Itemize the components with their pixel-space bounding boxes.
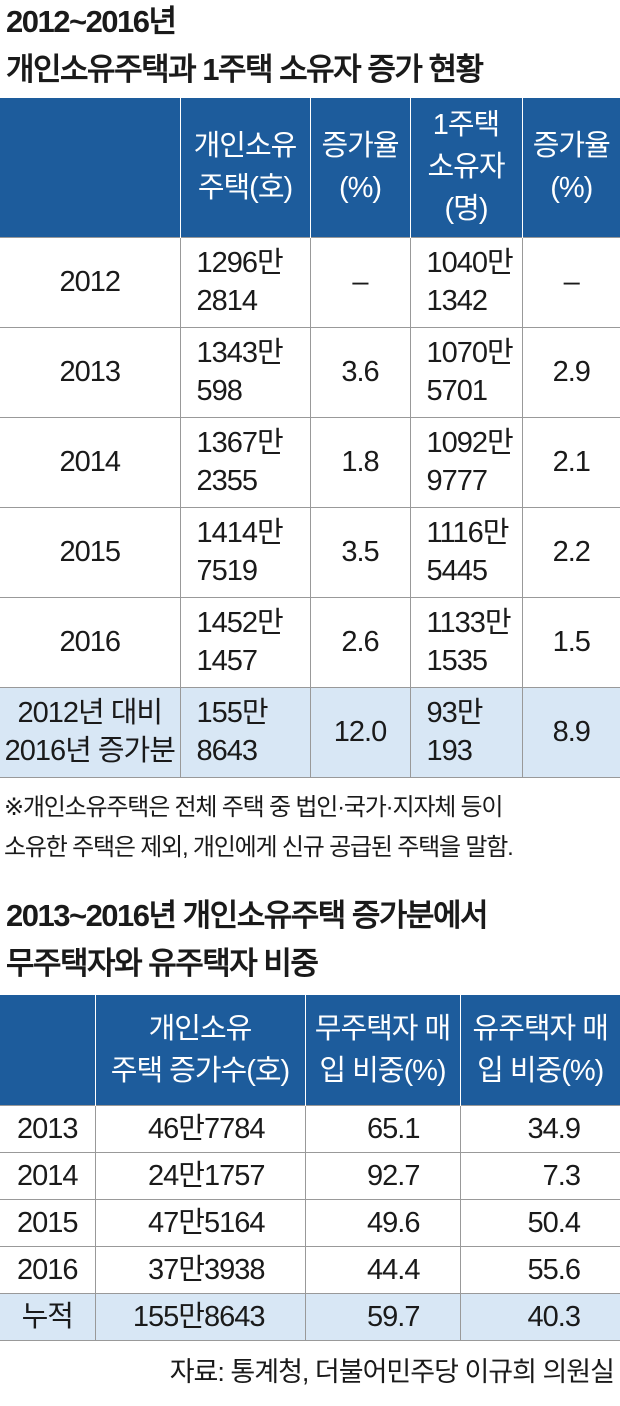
header-cell: 개인소유 주택 증가수(호): [94, 995, 305, 1105]
cell: 59.7: [304, 1292, 460, 1340]
cell: 49.6: [304, 1198, 460, 1246]
source: 자료: 통계청, 더불어민주당 이규희 의원실: [169, 1357, 615, 1387]
cell: 2.1: [521, 416, 620, 507]
header-cell: 증가율 (%): [521, 98, 620, 237]
header-cell: [0, 98, 180, 237]
cell: 1452만 1457: [179, 596, 310, 687]
cell: 55.6: [459, 1245, 620, 1293]
row: 2016 1452만 1457 2.6 1133만 1535 1.5: [0, 596, 620, 687]
cell: 34.9: [459, 1104, 620, 1152]
row: 2015 47만5164 49.6 50.4: [0, 1198, 620, 1246]
cell: 누적: [0, 1292, 95, 1340]
row: 2014 24만1757 92.7 7.3: [0, 1151, 620, 1199]
cell: 50.4: [459, 1198, 620, 1246]
row: 2013 46만7784 65.1 34.9: [0, 1104, 620, 1152]
cell: 2.6: [309, 596, 410, 687]
row: 2015 1414만 7519 3.5 1116만 5445 2.2: [0, 506, 620, 597]
title: 2013~2016년 개인소유주택 증가분에서 무주택자와 유주택자 비중: [6, 898, 489, 981]
cell: 2015: [0, 1198, 95, 1246]
cell: 155만8643: [94, 1292, 305, 1340]
cell: –: [309, 236, 410, 327]
header-cell: 증가율 (%): [309, 98, 410, 237]
cell: 1116만 5445: [409, 506, 522, 597]
table: 개인소유 주택 증가수(호) 무주택자 매 입 비중(%) 유주택자 매 입 비중(…: [0, 995, 620, 1341]
header-cell: [0, 995, 95, 1105]
cell: 2013: [0, 1104, 95, 1152]
cell: 44.4: [304, 1245, 460, 1293]
row: 2012년 대비 2016년 증가분 155만 8643 12.0 93만 193 8.…: [0, 686, 620, 777]
cell: 1.8: [309, 416, 410, 507]
cell: 2016: [0, 596, 180, 687]
header-cell: 유주택자 매 입 비중(%): [459, 995, 620, 1105]
cell: 46만7784: [94, 1104, 305, 1152]
row: 2013 1343만 598 3.6 1070만 5701 2.9: [0, 326, 620, 417]
row: 2012 1296만 2814–1040만 1342–: [0, 236, 620, 327]
cell: 155만 8643: [179, 686, 310, 777]
cell: 1092만 9777: [409, 416, 522, 507]
row: 누적 155만8643 59.7 40.3: [0, 1292, 620, 1340]
cell: 2.9: [521, 326, 620, 417]
cell: 3.6: [309, 326, 410, 417]
cell: 24만1757: [94, 1151, 305, 1199]
cell: 7.3: [459, 1151, 620, 1199]
cell: 1070만 5701: [409, 326, 522, 417]
row: 2014 1367만 2355 1.8 1092만 9777 2.1: [0, 416, 620, 507]
header-row: 개인소유 주택 증가수(호) 무주택자 매 입 비중(%) 유주택자 매 입 비중(…: [0, 995, 620, 1105]
cell: 1040만 1342: [409, 236, 522, 327]
cell: 37만3938: [94, 1245, 305, 1293]
cell: 1133만 1535: [409, 596, 522, 687]
cell: 1.5: [521, 596, 620, 687]
cell: 1367만 2355: [179, 416, 310, 507]
cell: –: [521, 236, 620, 327]
header-cell: 무주택자 매 입 비중(%): [304, 995, 460, 1105]
header-row: 개인소유 주택(호) 증가율 (%) 1주택 소유자 (명) 증가율 (%): [0, 98, 620, 237]
cell: 3.5: [309, 506, 410, 597]
cell: 92.7: [304, 1151, 460, 1199]
cell: 93만 193: [409, 686, 522, 777]
cell: 2015: [0, 506, 180, 597]
row: 2016 37만3938 44.4 55.6: [0, 1245, 620, 1293]
cell: 2012: [0, 236, 180, 327]
table: 개인소유 주택(호) 증가율 (%) 1주택 소유자 (명) 증가율 (%) 2012 1…: [0, 98, 620, 778]
cell: 1414만 7519: [179, 506, 310, 597]
note: ※개인소유주택은 전체 주택 중 법인·국가·지자체 등이 소유한 주택은 제외…: [4, 794, 514, 861]
cell: 2013: [0, 326, 180, 417]
cell: 8.9: [521, 686, 620, 777]
cell: 47만5164: [94, 1198, 305, 1246]
cell: 2016: [0, 1245, 95, 1293]
cell: 1296만 2814: [179, 236, 310, 327]
title: 2012~2016년 개인소유주택과 1주택 소유자 증가 현황: [6, 4, 484, 87]
cell: 2014: [0, 416, 180, 507]
cell: 2.2: [521, 506, 620, 597]
cell: 2014: [0, 1151, 95, 1199]
header-cell: 1주택 소유자 (명): [409, 98, 522, 237]
cell: 2012년 대비 2016년 증가분: [0, 686, 180, 777]
cell: 12.0: [309, 686, 410, 777]
cell: 65.1: [304, 1104, 460, 1152]
cell: 40.3: [459, 1292, 620, 1340]
header-cell: 개인소유 주택(호): [179, 98, 310, 237]
cell: 1343만 598: [179, 326, 310, 417]
